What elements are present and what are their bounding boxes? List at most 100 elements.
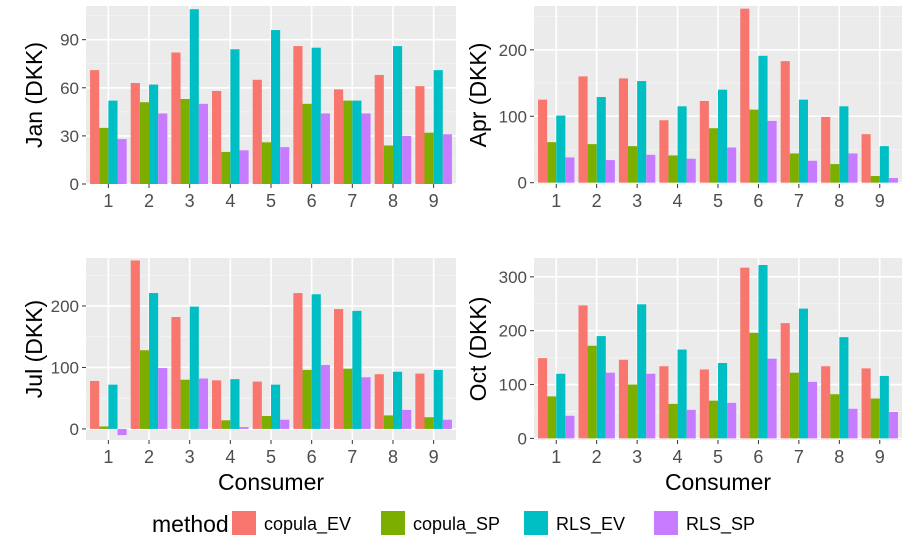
bar-copula_EV-consumer-8	[821, 366, 831, 439]
bar-copula_EV-consumer-2	[578, 305, 588, 439]
bar-copula_EV-consumer-1	[90, 380, 100, 429]
x-tick-label: 4	[225, 191, 235, 211]
bar-copula_EV-consumer-5	[699, 369, 709, 439]
bar-copula_SP-consumer-3	[628, 146, 638, 183]
bar-copula_SP-consumer-8	[383, 145, 393, 184]
bar-RLS_EV-consumer-4	[230, 49, 240, 184]
bar-copula_EV-consumer-7	[780, 61, 790, 183]
y-axis-title: Oct (DKK)	[465, 297, 491, 402]
x-tick-label: 6	[307, 191, 317, 211]
legend-label-copula_SP: copula_SP	[413, 514, 500, 535]
x-tick-label: 4	[673, 447, 683, 467]
bar-copula_EV-consumer-8	[821, 116, 831, 183]
y-tick-label: 200	[499, 41, 527, 60]
y-tick-label: 100	[51, 358, 79, 377]
bar-RLS_EV-consumer-4	[230, 379, 240, 429]
bar-copula_SP-consumer-5	[708, 400, 718, 439]
bar-copula_SP-consumer-3	[628, 384, 638, 439]
legend-key-RLS_EV	[524, 511, 548, 535]
x-tick-label: 1	[551, 191, 561, 211]
y-axis-title: Jan (DKK)	[21, 42, 47, 148]
bar-RLS_EV-consumer-2	[596, 336, 606, 439]
bar-RLS_EV-consumer-5	[271, 384, 281, 429]
x-tick-label: 3	[632, 191, 642, 211]
bar-RLS_EV-consumer-1	[556, 373, 566, 439]
bar-RLS_EV-consumer-8	[839, 337, 849, 439]
bar-copula_SP-consumer-8	[383, 415, 393, 429]
x-tick-label: 5	[713, 191, 723, 211]
bar-RLS_EV-consumer-6	[758, 55, 768, 183]
y-tick-label: 90	[60, 31, 79, 50]
bar-RLS_SP-consumer-6	[320, 364, 330, 429]
y-tick-label: 0	[70, 175, 79, 194]
bar-RLS_SP-consumer-3	[198, 378, 208, 429]
panel-2: 0 100 200 1 2 3 4 5 6 7 8 9 Apr (DKK)	[465, 6, 902, 211]
bar-copula_EV-consumer-9	[861, 134, 871, 183]
bar-copula_EV-consumer-6	[740, 8, 750, 183]
bar-copula_EV-consumer-7	[334, 309, 344, 429]
x-tick-label: 7	[794, 191, 804, 211]
bar-RLS_SP-consumer-7	[361, 113, 371, 184]
bar-copula_SP-consumer-6	[749, 332, 759, 439]
bar-copula_SP-consumer-7	[789, 153, 799, 183]
bar-copula_SP-consumer-6	[749, 109, 759, 183]
bar-copula_EV-consumer-1	[538, 99, 548, 183]
bar-RLS_SP-consumer-5	[280, 147, 290, 184]
bar-RLS_EV-consumer-7	[798, 99, 808, 183]
bar-RLS_SP-consumer-5	[727, 147, 737, 183]
bar-RLS_SP-consumer-2	[158, 368, 168, 429]
bar-copula_SP-consumer-9	[870, 176, 880, 183]
bar-copula_EV-consumer-5	[252, 381, 262, 429]
bar-RLS_SP-consumer-6	[320, 113, 330, 184]
bar-RLS_SP-consumer-3	[646, 373, 656, 439]
bar-RLS_SP-consumer-9	[442, 419, 452, 429]
x-tick-label: 3	[185, 191, 195, 211]
bar-RLS_SP-consumer-6	[767, 358, 777, 439]
x-tick-label: 7	[347, 447, 357, 467]
bar-RLS_EV-consumer-5	[718, 89, 728, 183]
bar-copula_SP-consumer-6	[302, 369, 312, 429]
bar-RLS_EV-consumer-5	[271, 30, 281, 185]
legend-label-RLS_SP: RLS_SP	[686, 514, 755, 535]
bar-copula_EV-consumer-3	[618, 359, 629, 439]
bar-copula_SP-consumer-7	[343, 100, 353, 184]
bar-RLS_EV-consumer-9	[433, 369, 443, 429]
bar-RLS_EV-consumer-1	[556, 115, 566, 183]
x-tick-label: 5	[266, 447, 276, 467]
x-tick-label: 8	[388, 191, 398, 211]
bar-copula_SP-consumer-5	[261, 142, 271, 184]
bar-copula_SP-consumer-6	[302, 103, 312, 184]
bar-copula_EV-consumer-4	[212, 380, 222, 429]
x-tick-label: 9	[875, 191, 885, 211]
legend-label-RLS_EV: RLS_EV	[556, 514, 625, 535]
bar-copula_EV-consumer-2	[578, 76, 588, 183]
legend-label-copula_EV: copula_EV	[264, 514, 351, 535]
x-tick-label: 1	[551, 447, 561, 467]
bar-RLS_SP-consumer-8	[848, 408, 858, 439]
x-tick-label: 1	[103, 191, 113, 211]
bar-copula_SP-consumer-2	[139, 350, 150, 429]
bar-RLS_EV-consumer-3	[637, 304, 647, 439]
bar-copula_SP-consumer-1	[547, 142, 557, 183]
bar-RLS_SP-consumer-2	[158, 113, 168, 184]
y-tick-label: 100	[499, 376, 527, 395]
bar-RLS_EV-consumer-9	[879, 375, 889, 439]
x-tick-label: 2	[592, 191, 602, 211]
bar-RLS_SP-consumer-1	[117, 139, 127, 184]
x-tick-label: 3	[632, 447, 642, 467]
bar-copula_SP-consumer-9	[424, 417, 434, 429]
bar-copula_SP-consumer-2	[587, 144, 597, 183]
bar-copula_EV-consumer-3	[618, 78, 629, 183]
bar-copula_EV-consumer-5	[699, 100, 709, 183]
bar-copula_SP-consumer-1	[547, 396, 557, 439]
y-tick-label: 300	[499, 268, 527, 287]
bar-RLS_EV-consumer-3	[189, 306, 199, 429]
bar-copula_SP-consumer-7	[343, 368, 353, 429]
x-axis-title: Consumer	[665, 469, 771, 495]
x-tick-label: 6	[307, 447, 317, 467]
x-tick-label: 1	[103, 447, 113, 467]
bar-RLS_SP-consumer-2	[605, 372, 615, 439]
x-tick-label: 9	[875, 447, 885, 467]
panel-4: 0 100 200 300 1 2 3 4 5 6 7 8 9 Oct (DKK) Consumer	[465, 258, 902, 495]
